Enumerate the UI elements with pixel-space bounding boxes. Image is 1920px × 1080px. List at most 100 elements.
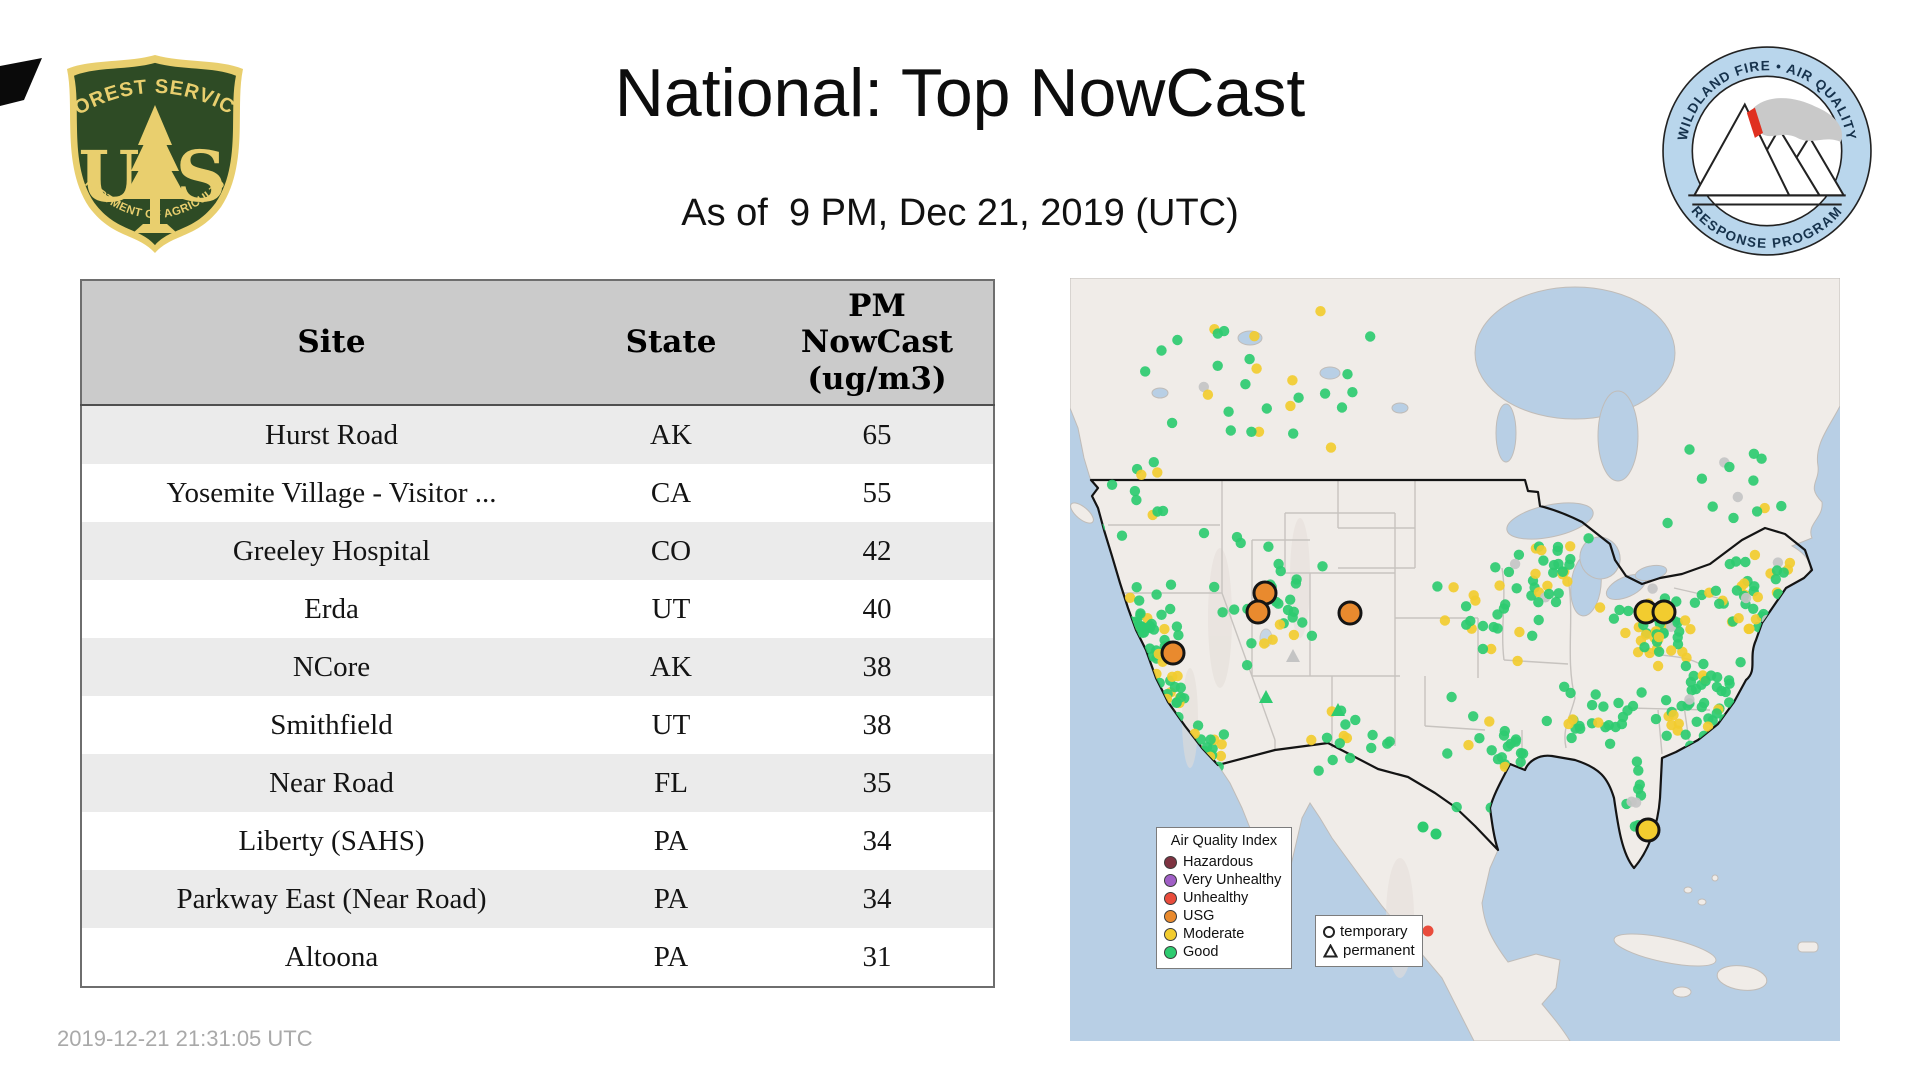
monitor-dot bbox=[1689, 597, 1701, 608]
aqi-legend-label: USG bbox=[1183, 908, 1215, 924]
monitor-dot bbox=[1246, 426, 1257, 437]
smoke-cloud-icon bbox=[1750, 98, 1842, 142]
monitor-dot bbox=[1140, 366, 1151, 377]
top-site-marker bbox=[1651, 599, 1677, 625]
monitor-dot bbox=[1241, 660, 1253, 671]
value-cell: 38 bbox=[761, 696, 994, 754]
monitor-dot bbox=[1166, 417, 1178, 429]
monitor-dot bbox=[1740, 556, 1751, 568]
monitor-dot bbox=[1548, 567, 1559, 578]
monitor-dot bbox=[1148, 457, 1159, 468]
column-header-pm-nowcast: PM NowCast (ug/m3) bbox=[761, 280, 994, 406]
monitor-dot bbox=[1542, 580, 1553, 591]
monitor-dot bbox=[1661, 730, 1672, 741]
monitor-dot bbox=[1723, 675, 1735, 686]
monitor-dot bbox=[1217, 607, 1228, 618]
monitor-dot bbox=[1748, 475, 1759, 486]
site-cell: Hurst Road bbox=[81, 405, 581, 464]
monitor-dot bbox=[1662, 517, 1673, 529]
monitor-dot bbox=[1639, 642, 1650, 653]
monitor-dot bbox=[1306, 630, 1318, 641]
monitor-dot bbox=[1511, 583, 1522, 594]
monitor-dot bbox=[1502, 741, 1514, 752]
monitor-dot bbox=[1151, 589, 1162, 600]
monitor-dot bbox=[1564, 559, 1575, 570]
aqi-legend-item: Unhealthy bbox=[1164, 889, 1284, 907]
site-cell: Near Road bbox=[81, 754, 581, 812]
monitor-dot bbox=[1634, 779, 1645, 790]
monitor-dot bbox=[1685, 624, 1696, 635]
monitor-dot bbox=[1503, 566, 1515, 578]
monitor-dot bbox=[1586, 699, 1598, 711]
monitor-dot bbox=[1691, 716, 1702, 727]
monitor-dot bbox=[1209, 581, 1220, 593]
monitor-dot bbox=[1463, 739, 1474, 751]
badge-mountains-icon bbox=[1688, 98, 1846, 206]
monitor-dot bbox=[1562, 576, 1573, 587]
monitor-dot bbox=[1771, 565, 1783, 576]
monitor-dot bbox=[1509, 558, 1521, 570]
aqi-legend-item: USG bbox=[1164, 907, 1284, 925]
monitor-dot bbox=[1739, 578, 1750, 589]
us-border bbox=[1089, 478, 1814, 870]
monitor-dot bbox=[1172, 670, 1183, 682]
monitor-dot bbox=[1772, 557, 1784, 568]
monitor-dot bbox=[1488, 621, 1499, 633]
monitor-dot bbox=[1784, 557, 1796, 569]
monitor-dot bbox=[1543, 588, 1555, 600]
monitor-dot bbox=[1671, 596, 1682, 607]
monitor-dot bbox=[1484, 716, 1495, 727]
monitor-dot bbox=[1152, 467, 1163, 478]
monitor-dot bbox=[1315, 306, 1326, 317]
top-site-marker bbox=[1337, 600, 1363, 626]
monitor-dot bbox=[1494, 580, 1505, 591]
monitor-dot bbox=[1317, 561, 1328, 572]
monitor-dot bbox=[1744, 623, 1755, 634]
vancouver-island bbox=[1070, 502, 1094, 524]
monitor-dot bbox=[1640, 629, 1652, 640]
monitor-dot bbox=[1273, 558, 1284, 570]
monitor-dot bbox=[1446, 691, 1457, 703]
monitor-dot bbox=[1680, 615, 1691, 626]
monitor-dot bbox=[1515, 747, 1527, 759]
pine-tree-icon bbox=[123, 105, 187, 233]
monitor-dot bbox=[1583, 533, 1594, 544]
monitor-dot bbox=[1244, 353, 1255, 365]
monitor-dot bbox=[1249, 331, 1260, 342]
monitor-dot bbox=[1291, 574, 1302, 585]
monitor-dot bbox=[1417, 821, 1429, 833]
aqi-legend-items: Hazardous Very Unhealthy Unhealthy USG Moder… bbox=[1164, 853, 1284, 961]
monitor-dot bbox=[1172, 334, 1183, 346]
monitor-dot bbox=[1288, 629, 1300, 641]
usg-dot-icon bbox=[1164, 909, 1177, 923]
monitor-dot bbox=[1590, 689, 1601, 700]
monitor-dot bbox=[1288, 606, 1299, 617]
table-row: Greeley Hospital CO 42 bbox=[81, 522, 994, 580]
monitor-dot bbox=[1702, 721, 1714, 732]
table-body: Hurst Road AK 65 Yosemite Village - Visitor… bbox=[81, 405, 994, 987]
marker-legend-label: temporary bbox=[1340, 923, 1408, 940]
monitor-dot bbox=[1685, 676, 1697, 688]
monitor-dot bbox=[1730, 556, 1742, 567]
monitor-dot bbox=[1711, 681, 1723, 693]
monitor-dot bbox=[1513, 549, 1525, 560]
marker-legend: temporary permanent bbox=[1315, 915, 1423, 967]
monitor-dot bbox=[1527, 630, 1538, 641]
monitor-dot bbox=[1460, 601, 1472, 612]
monitor-dot bbox=[1477, 620, 1489, 632]
monitor-dot bbox=[1246, 638, 1257, 649]
value-cell: 35 bbox=[761, 754, 994, 812]
monitor-dot bbox=[1306, 734, 1317, 746]
site-cell: Yosemite Village - Visitor ... bbox=[81, 464, 581, 522]
monitor-dot bbox=[1650, 713, 1662, 725]
monitor-dot bbox=[1565, 687, 1576, 699]
monitor-dot bbox=[1225, 425, 1236, 436]
monitor-dot bbox=[1752, 591, 1763, 603]
monitor-dot bbox=[1514, 626, 1525, 638]
monitor-dot bbox=[1636, 687, 1647, 698]
hispaniola bbox=[1716, 965, 1768, 991]
monitor-dot bbox=[1598, 701, 1609, 712]
monitor-dot bbox=[1347, 387, 1358, 398]
monitor-dot bbox=[1608, 613, 1620, 624]
